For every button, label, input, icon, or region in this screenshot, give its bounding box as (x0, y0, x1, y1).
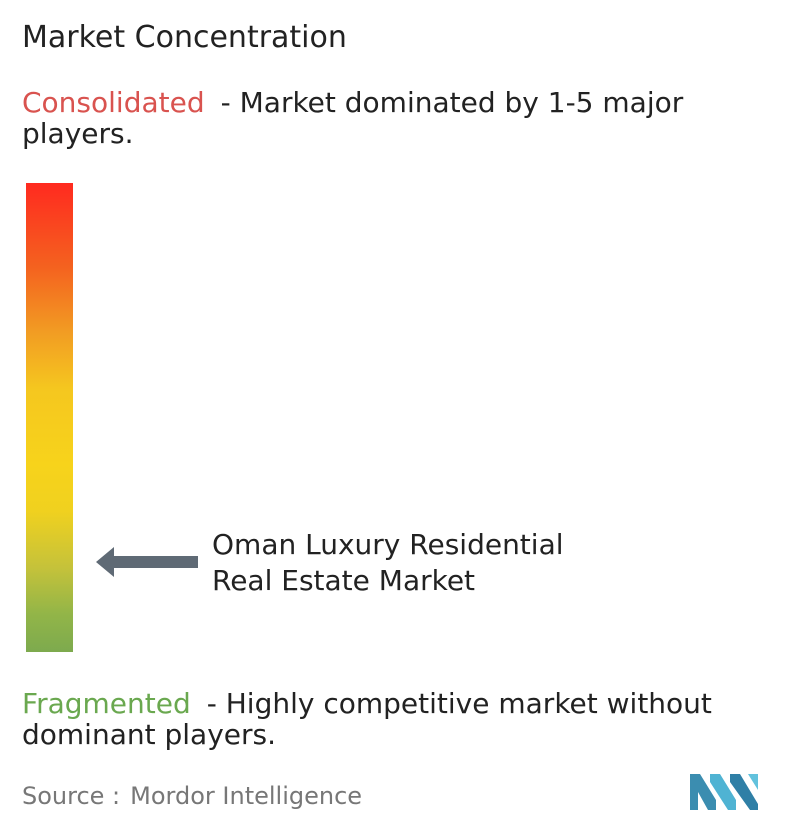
source-attribution: Source : Mordor Intelligence (22, 780, 362, 812)
fragmented-description: Fragmented - Highly competitive market wi… (22, 688, 782, 750)
mordor-intelligence-logo-icon (690, 774, 758, 810)
consolidated-label: Consolidated (22, 86, 205, 119)
concentration-gradient-bar (26, 183, 73, 652)
fragmented-label: Fragmented (22, 687, 191, 720)
source-name: Mordor Intelligence (130, 782, 363, 810)
market-marker-arrow-icon (96, 547, 198, 577)
source-prefix: Source : (22, 782, 121, 810)
chart-title: Market Concentration (22, 20, 347, 55)
fragmented-text: - Highly competitive market without domi… (22, 687, 712, 751)
consolidated-text: - Market dominated by 1-5 major players. (22, 86, 684, 150)
market-marker-label-line2: Real Estate Market (212, 564, 476, 597)
market-marker-label: Oman Luxury Residential Real Estate Mark… (212, 527, 564, 599)
market-marker-label-line1: Oman Luxury Residential (212, 528, 564, 561)
consolidated-description: Consolidated - Market dominated by 1-5 ma… (22, 87, 782, 149)
